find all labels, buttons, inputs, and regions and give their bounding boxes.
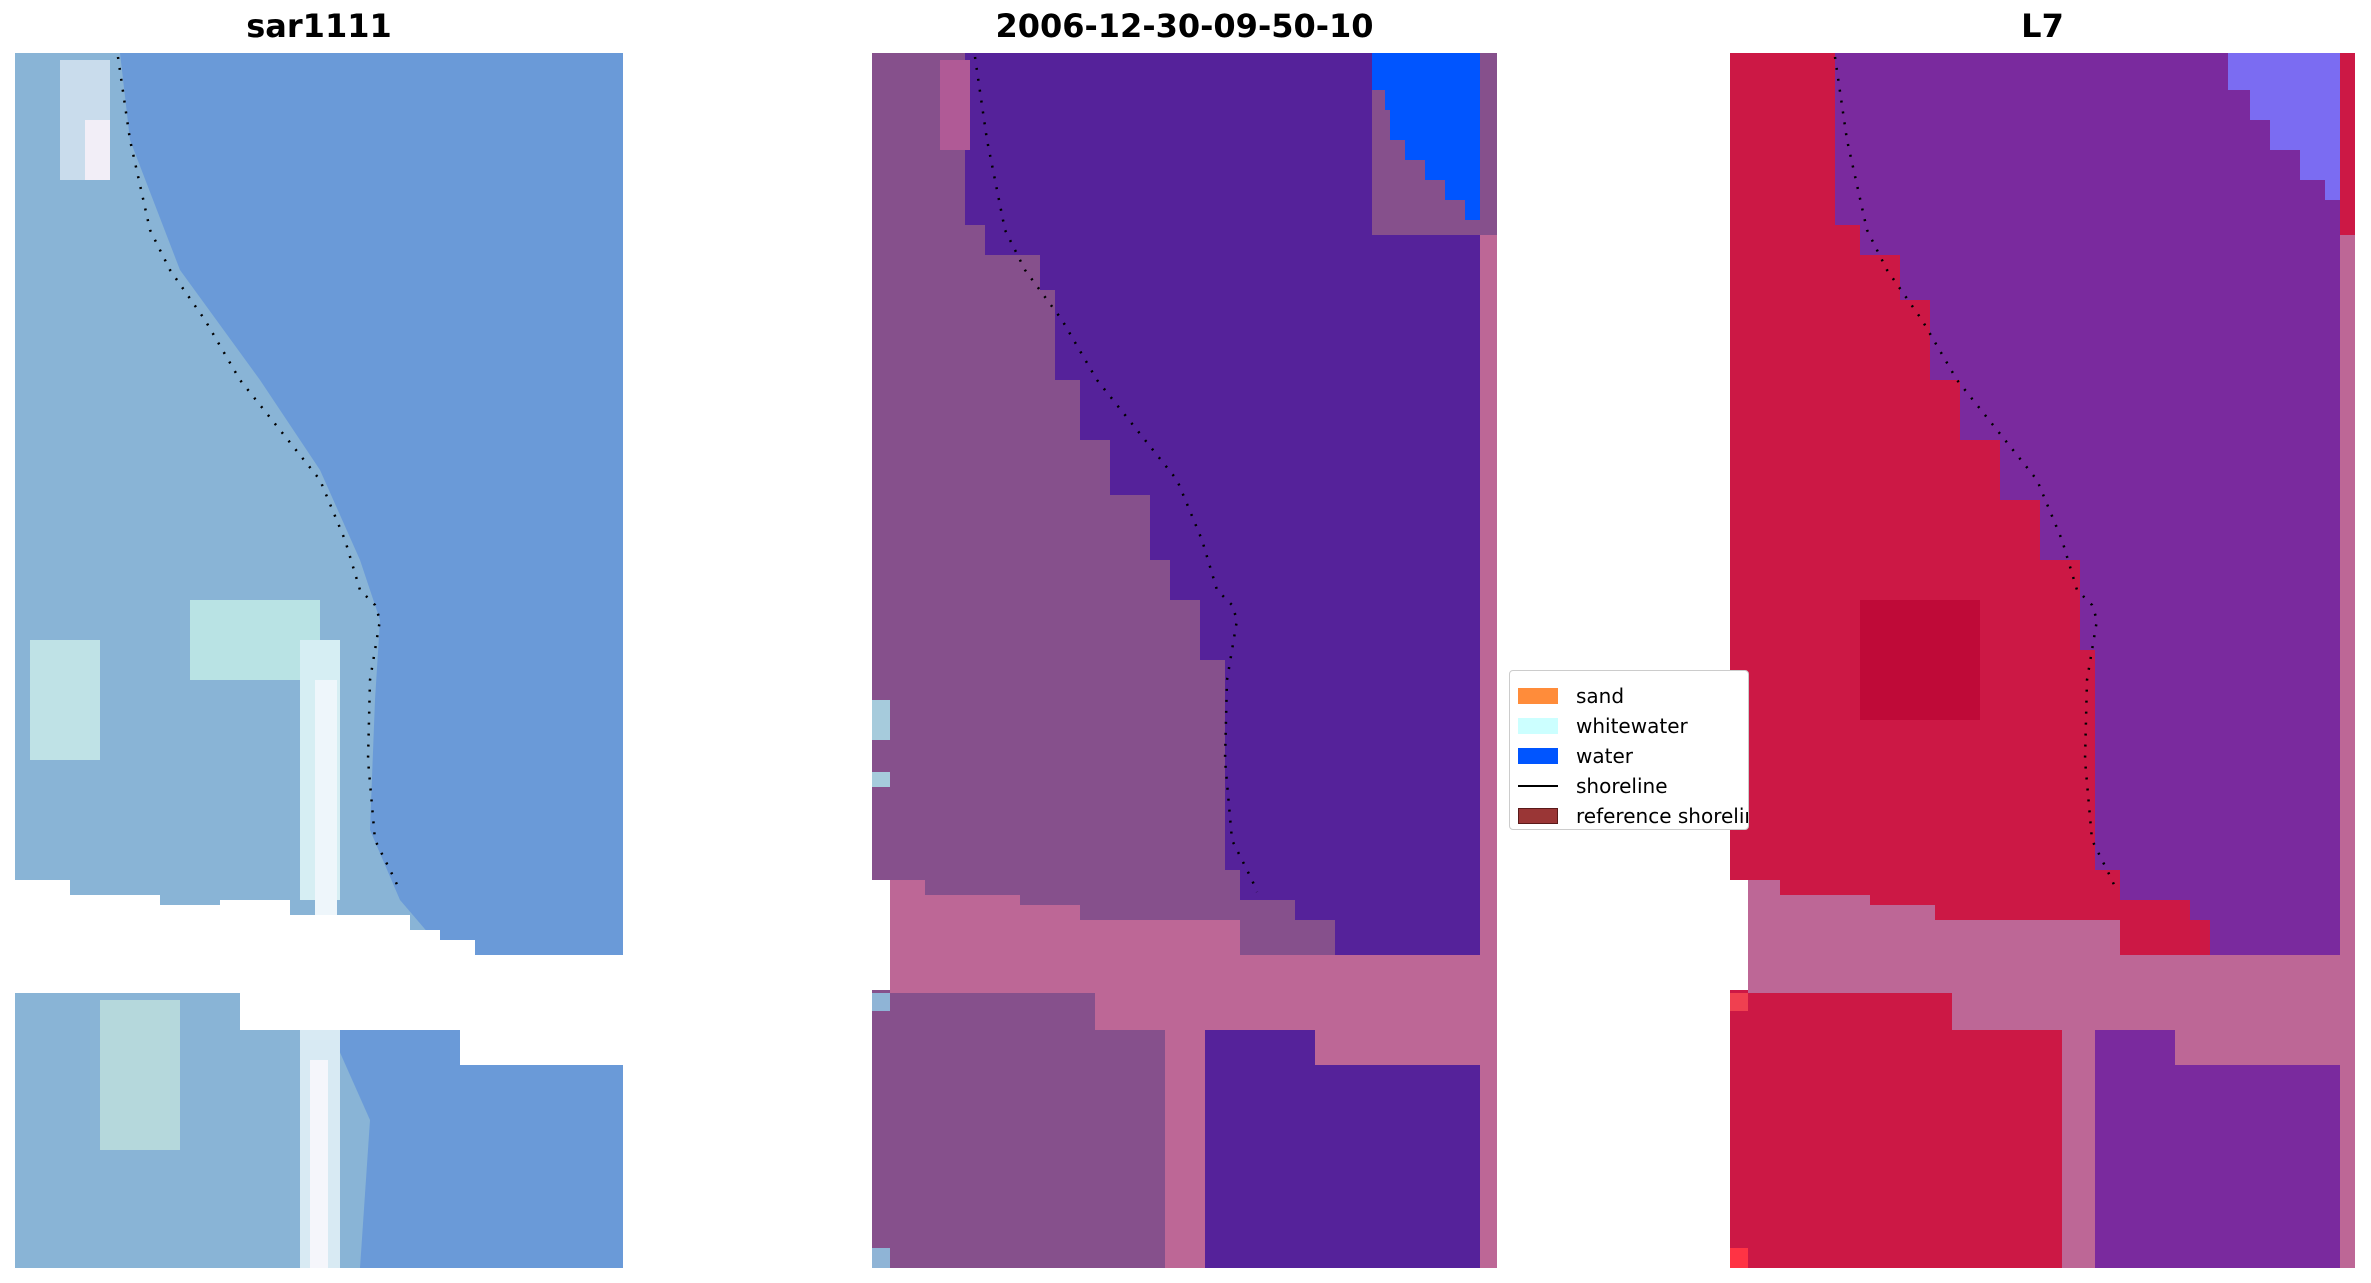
- classified-image: [872, 53, 1497, 1268]
- legend-label-sand: sand: [1576, 684, 1625, 708]
- rgb-image: [15, 53, 623, 1268]
- legend-swatch-sand: [1518, 688, 1558, 704]
- legend-item-water: water: [1518, 744, 1633, 768]
- legend-item-whitewater: whitewater: [1518, 714, 1688, 738]
- legend-swatch-whitewater: [1518, 718, 1558, 734]
- panel-title-rgb: sar1111: [246, 7, 392, 45]
- legend-swatch-reference-shoreline: [1518, 808, 1558, 824]
- legend-label-whitewater: whitewater: [1576, 714, 1688, 738]
- panel-title-classified: 2006-12-30-09-50-10: [995, 7, 1374, 45]
- index-image: [1730, 53, 2355, 1268]
- legend-item-reference-shoreline: reference shoreline: [1518, 804, 1748, 828]
- legend: sand whitewater water shoreline referenc…: [1509, 670, 1749, 830]
- legend-swatch-shoreline: [1518, 785, 1558, 787]
- legend-item-shoreline: shoreline: [1518, 774, 1668, 798]
- legend-item-sand: sand: [1518, 684, 1625, 708]
- legend-label-water: water: [1576, 744, 1633, 768]
- legend-swatch-water: [1518, 748, 1558, 764]
- legend-label-reference-shoreline: reference shoreline: [1576, 804, 1748, 828]
- legend-label-shoreline: shoreline: [1576, 774, 1668, 798]
- panel-title-index: L7: [2021, 7, 2064, 45]
